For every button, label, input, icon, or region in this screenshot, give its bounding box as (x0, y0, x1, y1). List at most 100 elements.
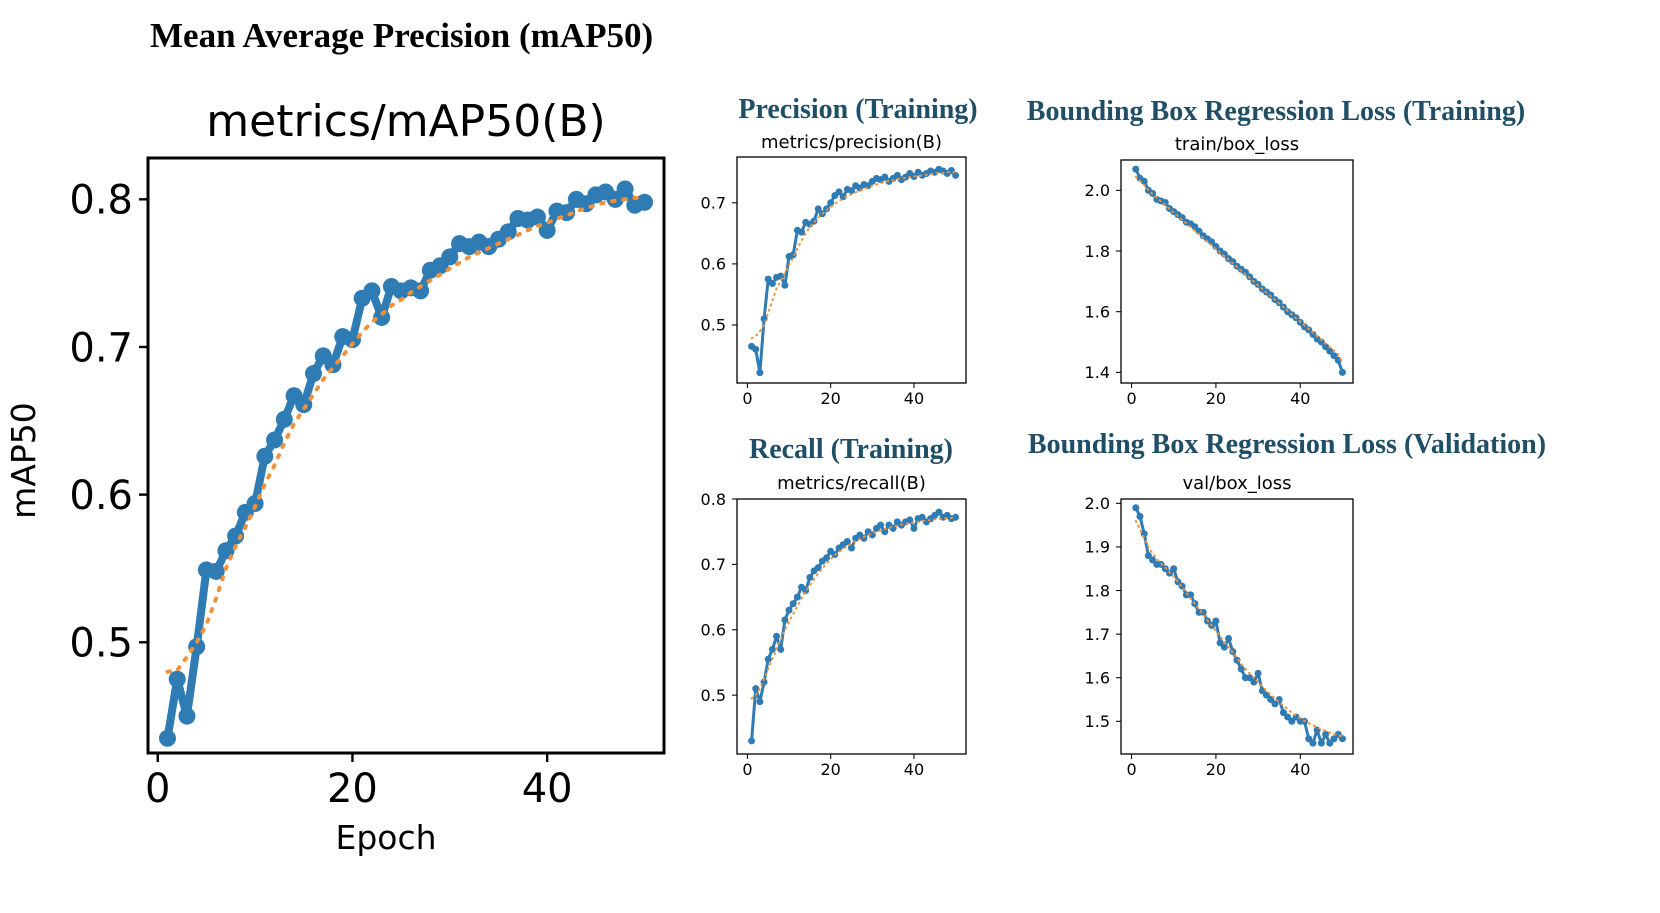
x-tick-label: 40 (1290, 389, 1310, 408)
y-axis-label: mAP50 (4, 402, 43, 519)
data-point (1309, 739, 1317, 747)
x-tick-label: 0 (1126, 389, 1136, 408)
data-point (806, 573, 814, 581)
data-point (499, 223, 517, 241)
y-tick-label: 2.0 (1085, 181, 1110, 200)
data-point (756, 369, 764, 377)
data-point (1326, 347, 1334, 355)
plot-frame (736, 156, 967, 384)
series-line-smooth (165, 195, 647, 674)
data-point (827, 199, 835, 207)
chart-title: metrics/precision(B) (761, 132, 942, 153)
data-point (848, 187, 855, 195)
x-tick-label: 40 (904, 389, 924, 408)
data-point (275, 410, 293, 428)
y-tick-label: 0.5 (69, 621, 133, 667)
data-point (781, 616, 789, 624)
data-point (538, 221, 556, 239)
data-point (363, 282, 381, 300)
data-point (1305, 735, 1313, 743)
data-point (843, 538, 851, 545)
data-point (881, 528, 889, 536)
data-point (343, 331, 361, 349)
data-point (1288, 717, 1296, 725)
data-point (935, 508, 943, 516)
series-line-smooth (750, 171, 957, 340)
y-tick-label: 1.8 (1085, 242, 1110, 261)
y-tick-label: 1.4 (1085, 363, 1110, 382)
x-tick-label: 20 (821, 389, 841, 408)
y-tick-label: 0.7 (701, 194, 726, 213)
x-tick-label: 40 (522, 766, 573, 812)
data-point (1326, 739, 1334, 747)
data-point (1322, 343, 1330, 351)
section-title: Bounding Box Regression Loss (Validation… (1028, 429, 1546, 460)
data-point (752, 685, 760, 693)
data-point (1225, 634, 1233, 642)
section-title: Bounding Box Regression Loss (Training) (1027, 96, 1525, 127)
data-point (528, 208, 546, 226)
y-tick-label: 0.7 (69, 325, 133, 371)
data-point (1140, 177, 1148, 185)
x-tick-label: 0 (1126, 760, 1136, 779)
chart-map50: metrics/mAP50(B) 0 20 40 0.5 0.6 0.7 0.8 Epoch mA… (4, 96, 666, 857)
data-point (798, 228, 806, 236)
y-tick-label: 0.7 (701, 555, 726, 574)
y-tick-label: 0.8 (701, 490, 726, 509)
data-point (1246, 674, 1254, 682)
page-heading: Mean Average Precision (mAP50) (150, 16, 653, 55)
series-line-smooth (750, 516, 957, 700)
data-point (158, 729, 176, 747)
x-tick-label: 20 (327, 766, 378, 812)
y-tick-label: 0.6 (701, 255, 726, 274)
section-title: Precision (Training) (738, 94, 977, 125)
data-point (1149, 556, 1157, 564)
chart-title: metrics/mAP50(B) (206, 96, 605, 147)
data-point (752, 345, 760, 353)
data-point (1250, 678, 1258, 686)
data-point (1237, 665, 1245, 673)
data-point (789, 600, 797, 608)
data-point (636, 193, 654, 211)
data-point (906, 516, 914, 524)
data-point (814, 205, 822, 213)
data-point (1144, 552, 1152, 560)
data-point (1187, 591, 1195, 599)
data-point (1284, 713, 1292, 721)
data-point (1233, 656, 1241, 664)
plot-frame (1120, 159, 1354, 384)
data-point (1279, 709, 1287, 717)
data-point (814, 564, 822, 572)
plot-frame (736, 498, 967, 755)
data-point (768, 645, 776, 653)
data-point (860, 534, 868, 542)
data-point (793, 593, 801, 601)
data-point (178, 707, 196, 725)
data-point (910, 524, 918, 532)
y-tick-label: 1.8 (1085, 581, 1110, 600)
series-line-results (1134, 507, 1344, 745)
plot-frame (146, 156, 666, 755)
y-tick-label: 1.9 (1085, 538, 1110, 557)
y-tick-label: 1.7 (1085, 625, 1110, 644)
x-tick-label: 0 (742, 389, 752, 408)
data-point (441, 248, 459, 266)
data-point (835, 188, 843, 196)
data-point (168, 670, 186, 688)
y-tick-label: 0.5 (701, 316, 726, 335)
data-point (256, 447, 274, 465)
series-line-smooth (1134, 175, 1344, 365)
chart-train_box: Bounding Box Regression Loss (Training) t… (1027, 96, 1525, 408)
data-point (1170, 565, 1178, 573)
data-point (1267, 696, 1275, 704)
y-tick-label: 1.5 (1085, 712, 1110, 731)
series-line-smooth (1134, 519, 1344, 738)
x-tick-label: 0 (742, 760, 752, 779)
data-point (839, 193, 847, 201)
data-point (773, 632, 781, 640)
chart-title: val/box_loss (1182, 473, 1291, 494)
chart-precision: Precision (Training) metrics/precision(B)… (701, 94, 978, 408)
series-line-results (750, 167, 957, 375)
chart-recall: Recall (Training) metrics/recall(B) 0 20 40 0… (701, 434, 967, 779)
